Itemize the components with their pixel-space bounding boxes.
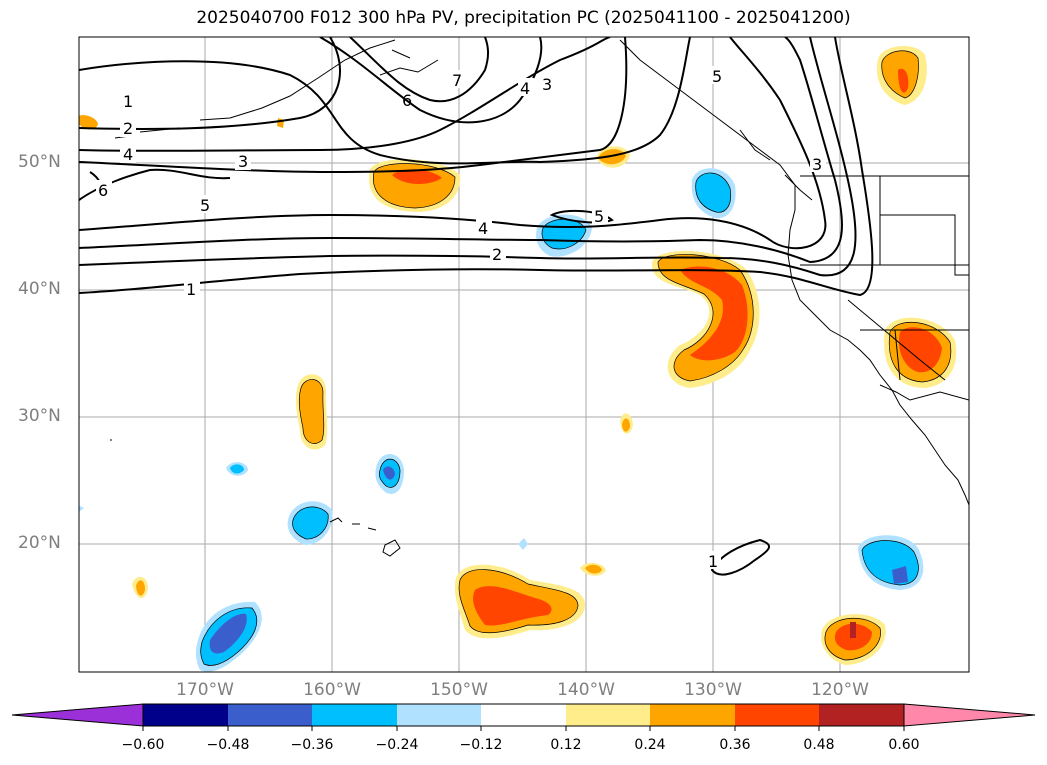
pv-label: 7 xyxy=(452,71,462,90)
pv-label: 4 xyxy=(478,219,488,238)
coastlines xyxy=(110,39,969,557)
colorbar-tick-label: −0.24 xyxy=(375,737,419,753)
pv-contours xyxy=(79,37,874,576)
map-panel: 1 2 4 3 5 6 7 4 3 5 3 4 2 1 xyxy=(79,37,969,672)
pv-label: 1 xyxy=(186,280,196,299)
colorbar-tick-label: −0.48 xyxy=(206,737,250,753)
colorbar-segment xyxy=(228,704,312,726)
precip-shading xyxy=(79,45,957,672)
lon-label: 160°W xyxy=(303,680,361,700)
colorbar-tick-label: −0.36 xyxy=(290,737,334,753)
colorbar-tick-label: −0.12 xyxy=(459,737,503,753)
map-title: 2025040700 F012 300 hPa PV, precipitatio… xyxy=(196,8,851,28)
colorbar-segment xyxy=(312,704,397,726)
lat-label: 40°N xyxy=(18,279,61,299)
lon-label: 170°W xyxy=(176,680,234,700)
colorbar-tick-label: 0.24 xyxy=(634,737,666,753)
lat-label: 50°N xyxy=(18,152,61,172)
lon-label: 120°W xyxy=(811,680,869,700)
colorbar-segment xyxy=(819,704,904,726)
pv-label: 3 xyxy=(238,152,248,171)
colorbar-outline xyxy=(142,703,905,727)
pv-label: 4 xyxy=(123,145,133,164)
colorbar-segment xyxy=(735,704,819,726)
pv-label: 1 xyxy=(708,552,718,571)
colorbar-extend-low xyxy=(11,703,144,727)
lat-label: 30°N xyxy=(18,406,61,426)
pv-label: 2 xyxy=(492,245,502,264)
colorbar-tick-label: 0.48 xyxy=(803,737,835,753)
pv-labels: 1 2 4 3 5 6 7 4 3 5 3 4 2 1 xyxy=(96,66,826,571)
lat-label: 20°N xyxy=(18,533,61,553)
pv-label: 5 xyxy=(594,207,604,226)
colorbar-segment xyxy=(143,704,228,726)
colorbar-segment xyxy=(566,704,650,726)
pv-label: 5 xyxy=(712,67,722,86)
colorbar xyxy=(11,703,1036,731)
pv-label: 3 xyxy=(812,155,822,174)
map-frame xyxy=(78,36,970,673)
pv-label: 6 xyxy=(98,181,108,200)
colorbar-segment xyxy=(397,704,481,726)
pv-label-6b: 6 xyxy=(402,91,412,110)
colorbar-segment xyxy=(481,704,566,726)
colorbar-tick-label: −0.60 xyxy=(121,737,165,753)
colorbar-tick-label: 0.36 xyxy=(719,737,751,753)
lon-label: 130°W xyxy=(684,680,742,700)
pv-label: 3 xyxy=(542,75,552,94)
pv-label: 2 xyxy=(123,119,133,138)
colorbar-segment xyxy=(650,704,735,726)
pv-label: 4 xyxy=(520,79,530,98)
lon-label: 140°W xyxy=(557,680,615,700)
colorbar-tick-label: 0.60 xyxy=(888,737,920,753)
colorbar-extend-high xyxy=(903,703,1036,727)
lon-label: 150°W xyxy=(430,680,488,700)
colorbar-tick-label: 0.12 xyxy=(550,737,582,753)
pv-label: 5 xyxy=(200,196,210,215)
pv-label: 1 xyxy=(123,92,133,111)
